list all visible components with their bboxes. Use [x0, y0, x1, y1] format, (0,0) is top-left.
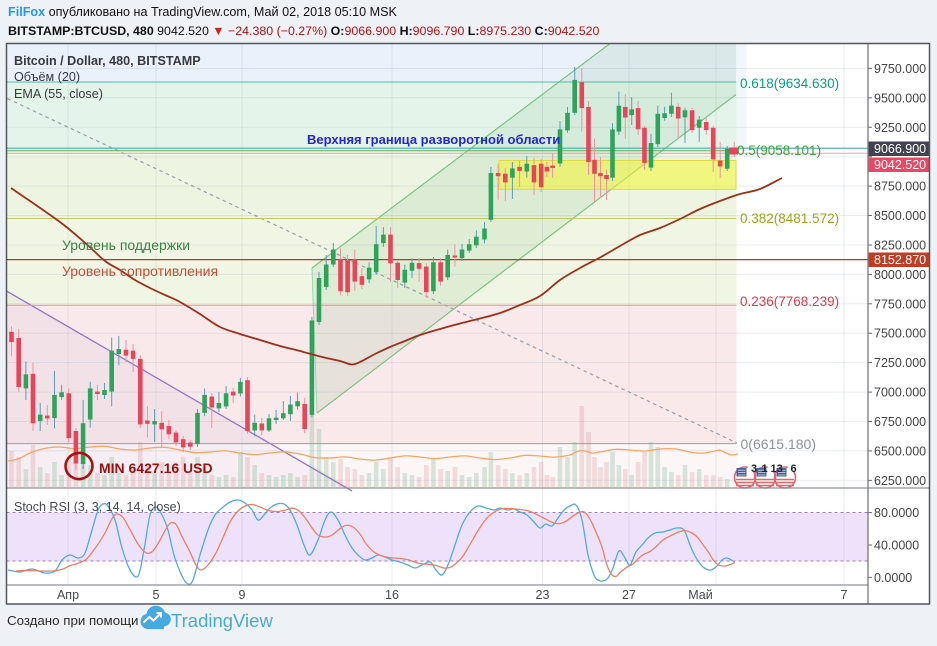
svg-text:8750.000: 8750.000 — [874, 180, 926, 194]
svg-text:Май: Май — [688, 588, 713, 602]
svg-text:7750.000: 7750.000 — [874, 297, 926, 311]
svg-text:23: 23 — [536, 588, 550, 602]
svg-text:8500.000: 8500.000 — [874, 209, 926, 223]
svg-text:7250.000: 7250.000 — [874, 356, 926, 370]
svg-text:9250.000: 9250.000 — [874, 121, 926, 135]
svg-text:27: 27 — [622, 588, 636, 602]
svg-text:0(6615.180): 0(6615.180) — [741, 436, 817, 452]
svg-text:Уровень сопротивления: Уровень сопротивления — [62, 263, 218, 279]
svg-text:7000.000: 7000.000 — [874, 386, 926, 400]
svg-text:FilFox опубликовано на Trading: FilFox опубликовано на TradingView.com, … — [8, 5, 398, 19]
svg-text:MIN 6427.16 USD: MIN 6427.16 USD — [99, 460, 213, 476]
svg-text:0.382(8481.572): 0.382(8481.572) — [740, 211, 839, 226]
svg-text:9042.520: 9042.520 — [874, 158, 926, 172]
svg-text:0.236(7768.239): 0.236(7768.239) — [740, 294, 839, 309]
svg-text:7: 7 — [841, 588, 848, 602]
svg-text:6250.000: 6250.000 — [874, 474, 926, 488]
svg-text:40.0000: 40.0000 — [874, 539, 919, 553]
svg-text:0.0000: 0.0000 — [874, 571, 912, 585]
svg-text:9750.000: 9750.000 — [874, 62, 926, 76]
svg-text:TradingView: TradingView — [171, 610, 273, 631]
svg-text:Stoch RSI (3, 3, 14, 14, close: Stoch RSI (3, 3, 14, 14, close) — [14, 500, 181, 514]
svg-text:EMA (55, close): EMA (55, close) — [14, 87, 103, 101]
svg-text:1: 1 — [762, 463, 768, 475]
svg-text:3: 3 — [751, 463, 757, 475]
svg-text:0.618(9634.630): 0.618(9634.630) — [740, 76, 839, 91]
svg-text:9: 9 — [239, 588, 246, 602]
svg-text:Создано при помощи: Создано при помощи — [7, 613, 138, 628]
svg-text:7500.000: 7500.000 — [874, 327, 926, 341]
svg-text:8000.000: 8000.000 — [874, 268, 926, 282]
svg-text:13: 13 — [771, 463, 783, 475]
svg-text:Bitcoin / Dollar, 480, BITSTAM: Bitcoin / Dollar, 480, BITSTAMP — [14, 54, 201, 68]
svg-text:16: 16 — [385, 588, 399, 602]
svg-text:BITSTAMP:BTCUSD, 480 9042.520: BITSTAMP:BTCUSD, 480 9042.520 ▼ −24.380 … — [8, 24, 600, 38]
svg-text:80.0000: 80.0000 — [874, 506, 919, 520]
svg-text:8152.870: 8152.870 — [874, 253, 926, 267]
svg-text:Верхняя граница разворотной об: Верхняя граница разворотной области — [307, 132, 560, 147]
svg-text:9500.000: 9500.000 — [874, 91, 926, 105]
svg-text:8250.000: 8250.000 — [874, 239, 926, 253]
svg-text:6: 6 — [791, 463, 797, 475]
svg-text:6500.000: 6500.000 — [874, 444, 926, 458]
svg-text:Уровень поддержки: Уровень поддержки — [62, 237, 190, 253]
svg-text:0.5(9058.101): 0.5(9058.101) — [737, 143, 821, 158]
svg-text:6750.000: 6750.000 — [874, 415, 926, 429]
svg-text:Апр: Апр — [57, 588, 79, 602]
svg-text:9066.900: 9066.900 — [874, 142, 926, 156]
svg-text:Объём (20): Объём (20) — [14, 70, 80, 84]
svg-text:5: 5 — [153, 588, 160, 602]
